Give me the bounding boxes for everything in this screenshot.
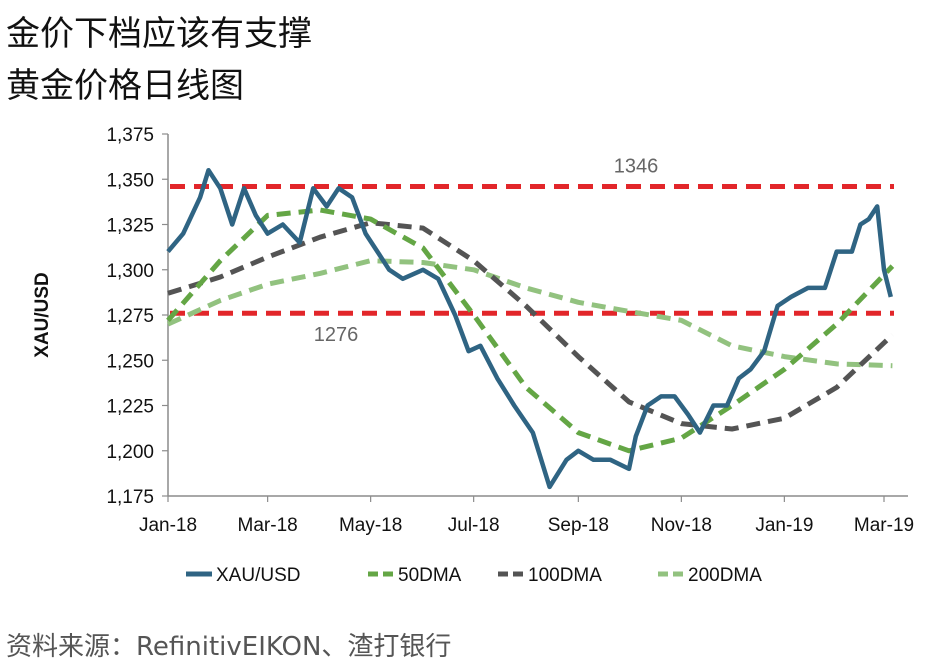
y-tick-label: 1,225 xyxy=(106,397,154,418)
level-label-1276: 1276 xyxy=(314,324,359,346)
y-tick-label: 1,175 xyxy=(106,487,154,508)
x-tick-label: Jan-19 xyxy=(755,515,813,536)
x-tick-label: Nov-18 xyxy=(651,515,712,536)
y-tick-label: 1,375 xyxy=(106,125,154,146)
x-tick-label: Mar-18 xyxy=(238,515,298,536)
chart-title: 金价下档应该有支撑 xyxy=(6,14,312,54)
y-tick-label: 1,300 xyxy=(106,261,154,282)
series-line-xau-usd xyxy=(166,167,893,490)
y-tick-label: 1,350 xyxy=(106,170,154,191)
series-line-100dma xyxy=(167,220,895,432)
series-line-200dma xyxy=(166,258,893,369)
x-tick-label: Jul-18 xyxy=(448,515,500,536)
x-tick-label: Mar-19 xyxy=(854,515,914,536)
y-tick-label: 1,200 xyxy=(106,442,154,463)
series-line-50dma xyxy=(166,207,895,454)
y-axis-title: XAU/USD xyxy=(32,272,53,358)
gold-price-chart: 1,175 1,200 1,225 1,250 1,275 1,300 1,325 1,350… xyxy=(32,125,914,586)
chart-subtitle: 黄金价格日线图 xyxy=(6,66,244,106)
legend-label: 200DMA xyxy=(688,565,762,586)
y-tick-label: 1,325 xyxy=(106,216,154,237)
source-note: 资料来源：RefinitivEIKON、渣打银行 xyxy=(6,632,452,662)
y-tick-label: 1,250 xyxy=(106,351,154,372)
legend-label: XAU/USD xyxy=(216,565,300,586)
legend-label: 50DMA xyxy=(398,565,462,586)
x-tick-label: Sep-18 xyxy=(548,515,609,536)
x-tick-label: Jan-18 xyxy=(139,515,197,536)
x-tick-label: May-18 xyxy=(339,515,402,536)
legend-label: 100DMA xyxy=(528,565,602,586)
level-label-1346: 1346 xyxy=(614,155,659,177)
y-tick-label: 1,275 xyxy=(106,306,154,327)
